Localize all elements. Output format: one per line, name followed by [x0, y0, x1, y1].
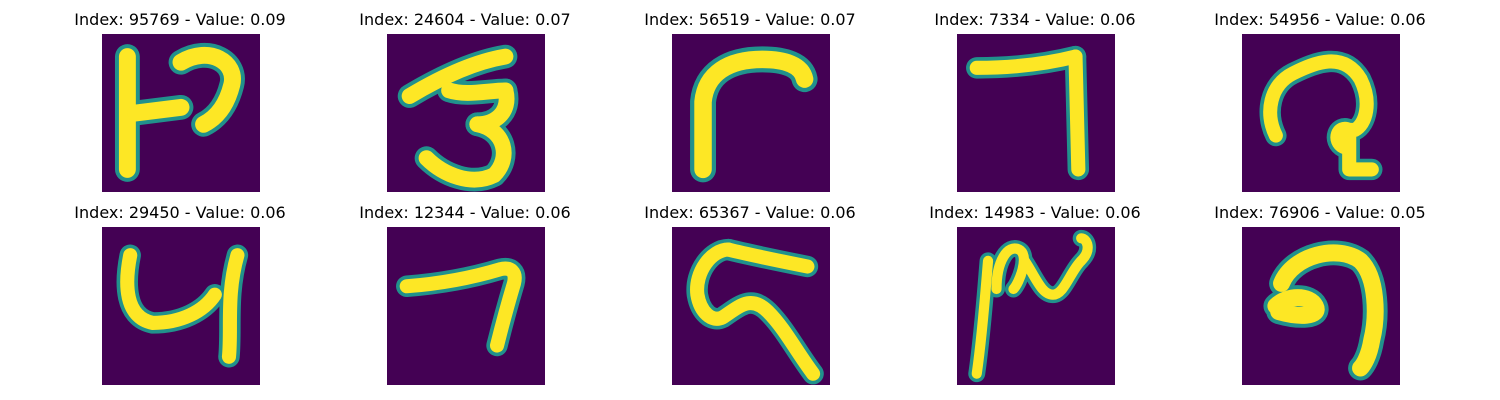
digit-panel-6: Index: 29450 - Value: 0.06 — [65, 203, 295, 385]
panel-title: Index: 12344 - Value: 0.06 — [359, 203, 571, 222]
digit-panel-2: Index: 24604 - Value: 0.07 — [350, 10, 580, 192]
digit-panel-9: Index: 14983 - Value: 0.06 — [920, 203, 1150, 385]
digit-panel-5: Index: 54956 - Value: 0.06 — [1205, 10, 1435, 192]
digit-image-icon — [102, 227, 260, 385]
panel-title: Index: 65367 - Value: 0.06 — [644, 203, 856, 222]
panel-title: Index: 7334 - Value: 0.06 — [934, 10, 1136, 29]
digit-panel-10: Index: 76906 - Value: 0.05 — [1205, 203, 1435, 385]
digit-panel-1: Index: 95769 - Value: 0.09 — [65, 10, 295, 192]
digit-image-icon — [1242, 227, 1400, 385]
panel-title: Index: 56519 - Value: 0.07 — [644, 10, 856, 29]
panel-title: Index: 54956 - Value: 0.06 — [1214, 10, 1426, 29]
digit-panel-7: Index: 12344 - Value: 0.06 — [350, 203, 580, 385]
digit-image-icon — [957, 34, 1115, 192]
panel-title: Index: 29450 - Value: 0.06 — [74, 203, 286, 222]
panel-title: Index: 24604 - Value: 0.07 — [359, 10, 571, 29]
panel-title: Index: 14983 - Value: 0.06 — [929, 203, 1141, 222]
digit-panel-4: Index: 7334 - Value: 0.06 — [920, 10, 1150, 192]
digit-image-icon — [387, 227, 545, 385]
panel-title: Index: 95769 - Value: 0.09 — [74, 10, 286, 29]
digit-image-icon — [957, 227, 1115, 385]
digit-panel-8: Index: 65367 - Value: 0.06 — [635, 203, 865, 385]
digit-image-icon — [672, 34, 830, 192]
digit-image-icon — [1242, 34, 1400, 192]
panel-title: Index: 76906 - Value: 0.05 — [1214, 203, 1426, 222]
digit-panel-3: Index: 56519 - Value: 0.07 — [635, 10, 865, 192]
digit-image-icon — [672, 227, 830, 385]
digit-image-icon — [102, 34, 260, 192]
digit-image-icon — [387, 34, 545, 192]
